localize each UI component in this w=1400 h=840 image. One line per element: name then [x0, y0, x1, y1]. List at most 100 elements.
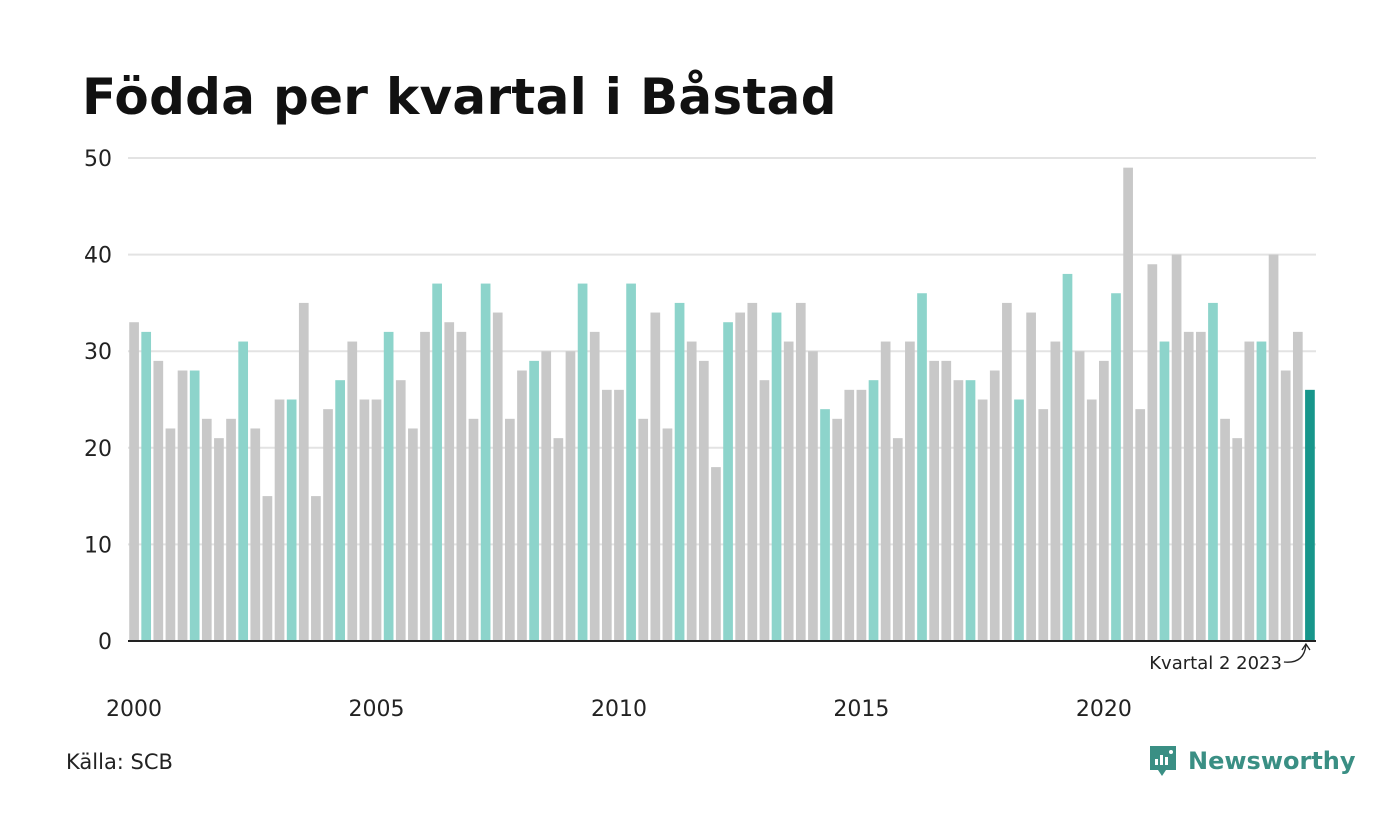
- bar: [298, 302, 309, 641]
- bar: [1220, 418, 1230, 641]
- bar: [674, 302, 685, 641]
- bar: [529, 360, 539, 641]
- bar: [1147, 264, 1158, 641]
- bar: [1244, 341, 1255, 641]
- bar-chart: 0 10 20 30 40 50 2000 2005 2010 2015 2020 Kvartal…: [84, 147, 1316, 722]
- bar: [1171, 254, 1182, 641]
- bar: [383, 331, 394, 641]
- x-tick-label: 2015: [833, 697, 889, 722]
- bar: [783, 341, 794, 641]
- y-axis-ticks: 0 10 20 30 40 50: [84, 147, 112, 655]
- bar: [905, 341, 915, 641]
- bar: [735, 312, 746, 641]
- bar: [274, 399, 285, 641]
- bar: [565, 351, 576, 641]
- bar: [141, 331, 152, 641]
- bar: [1305, 389, 1315, 641]
- bar: [941, 360, 952, 641]
- bar: [444, 322, 455, 641]
- brand-logo: Newsworthy: [1148, 744, 1356, 778]
- bar: [165, 428, 176, 641]
- bar: [808, 351, 818, 641]
- bar: [1159, 341, 1170, 641]
- y-tick-label: 0: [98, 630, 112, 655]
- bar: [1062, 273, 1073, 641]
- bar: [662, 428, 673, 641]
- bar: [1014, 399, 1024, 641]
- bar: [335, 380, 345, 641]
- bar: [238, 341, 249, 641]
- bar: [1111, 293, 1121, 641]
- bar: [286, 399, 297, 641]
- annotation: Kvartal 2 2023: [1149, 642, 1311, 674]
- x-tick-label: 2000: [106, 697, 162, 722]
- bar: [359, 399, 370, 641]
- bar: [1183, 331, 1194, 641]
- bar: [650, 312, 661, 641]
- bar: [323, 409, 333, 641]
- y-tick-label: 30: [84, 340, 112, 365]
- bar: [262, 496, 273, 641]
- bar: [832, 418, 843, 641]
- source-label: Källa: SCB: [66, 750, 173, 774]
- bar: [153, 360, 164, 641]
- bar: [589, 331, 600, 641]
- bar: [795, 302, 806, 641]
- bar: [723, 322, 733, 641]
- bar: [201, 418, 212, 641]
- x-tick-label: 2010: [591, 697, 647, 722]
- bar: [747, 302, 758, 641]
- chart-title: Födda per kvartal i Båstad: [82, 68, 837, 126]
- brand-name: Newsworthy: [1188, 747, 1356, 775]
- bar: [892, 438, 903, 641]
- bar: [347, 341, 358, 641]
- x-tick-label: 2020: [1076, 697, 1132, 722]
- bar: [1208, 302, 1218, 641]
- annotation-arrowhead: [1301, 642, 1311, 651]
- y-tick-label: 10: [84, 533, 112, 558]
- bar: [541, 351, 552, 641]
- bar: [1038, 409, 1049, 641]
- bar: [686, 341, 697, 641]
- bar: [1026, 312, 1036, 641]
- bar: [1099, 360, 1109, 641]
- bar: [711, 467, 721, 641]
- bar: [626, 283, 636, 641]
- bar: [408, 428, 418, 641]
- bar: [868, 380, 879, 641]
- bar: [129, 322, 139, 641]
- bar: [1268, 254, 1279, 641]
- bar: [432, 283, 442, 641]
- bar: [1050, 341, 1061, 641]
- bar: [953, 380, 964, 641]
- bar: [601, 389, 612, 641]
- bar: [226, 418, 236, 641]
- bar: [989, 370, 1000, 641]
- x-tick-label: 2005: [349, 697, 405, 722]
- bar: [395, 380, 406, 641]
- x-axis-ticks: 2000 2005 2010 2015 2020: [106, 697, 1132, 722]
- bar: [1135, 409, 1146, 641]
- bar: [1280, 370, 1291, 641]
- bar: [1123, 167, 1133, 641]
- bar: [771, 312, 782, 641]
- bar: [177, 370, 188, 641]
- bar: [759, 380, 770, 641]
- bar: [505, 418, 515, 641]
- annotation-label: Kvartal 2 2023: [1149, 653, 1282, 674]
- bar: [856, 389, 867, 641]
- bar: [917, 293, 927, 641]
- bar: [577, 283, 588, 641]
- bar: [1086, 399, 1097, 641]
- bar: [1002, 302, 1012, 641]
- bar: [371, 399, 382, 641]
- bar: [189, 370, 200, 641]
- bar: [468, 418, 479, 641]
- bar: [880, 341, 891, 641]
- bar: [1074, 351, 1085, 641]
- newsworthy-logo-icon: [1150, 746, 1176, 776]
- bars: [129, 167, 1315, 641]
- bar: [698, 360, 709, 641]
- bar: [250, 428, 261, 641]
- bar: [1232, 438, 1243, 641]
